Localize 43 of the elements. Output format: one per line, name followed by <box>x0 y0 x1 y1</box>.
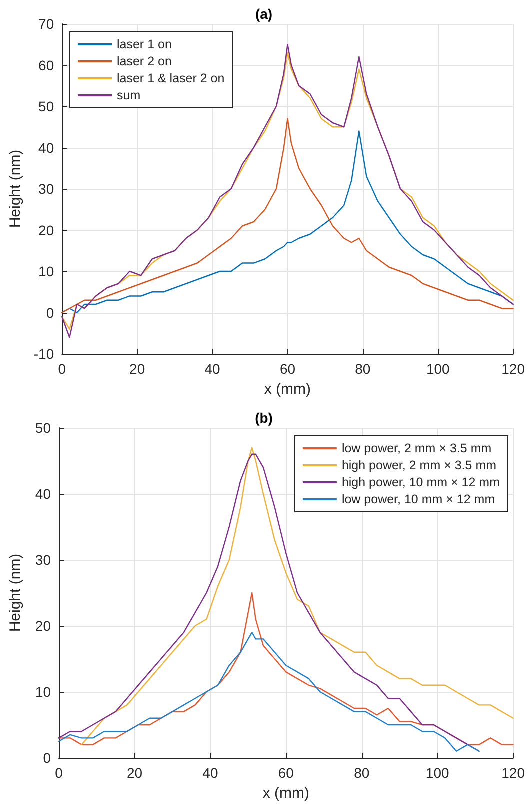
y-axis-title: Height (nm) <box>7 554 24 632</box>
y-tick-label: -10 <box>34 346 54 362</box>
legend-label: laser 1 on <box>117 38 172 52</box>
y-tick-label: 50 <box>35 420 52 436</box>
legend-label: high power, 10 mm × 12 mm <box>342 476 500 490</box>
legend-label: laser 2 on <box>117 54 172 68</box>
y-tick-label: 40 <box>38 140 54 156</box>
y-tick-label: 40 <box>35 486 52 502</box>
x-axis-title: x (mm) <box>262 785 310 802</box>
legend-label: low power, 2 mm × 3.5 mm <box>342 442 492 456</box>
y-tick-label: 60 <box>38 57 54 74</box>
x-tick-label: 0 <box>58 361 66 377</box>
y-tick-label: 10 <box>38 264 54 280</box>
y-tick-label: 20 <box>38 222 54 238</box>
line-series <box>58 632 480 752</box>
y-tick-label: 0 <box>43 750 52 766</box>
legend-label: high power, 2 mm × 3.5 mm <box>342 458 497 472</box>
x-tick-label: 60 <box>278 765 294 781</box>
x-tick-label: 100 <box>426 361 450 377</box>
y-tick-label: 0 <box>46 304 54 321</box>
legend-label: laser 1 & laser 2 on <box>117 72 225 86</box>
x-tick-label: 40 <box>204 361 221 377</box>
chart-title: (b) <box>255 410 273 426</box>
y-tick-label: 10 <box>35 684 52 700</box>
y-tick-label: 30 <box>38 181 54 197</box>
legend-label: low power, 10 mm × 12 mm <box>342 492 496 506</box>
y-tick-label: 50 <box>38 98 54 114</box>
legend-label: sum <box>117 88 141 102</box>
y-tick-label: 70 <box>38 16 54 32</box>
chart-title: (a) <box>255 6 273 22</box>
x-axis-title: x (mm) <box>264 381 312 398</box>
x-tick-label: 80 <box>354 765 370 781</box>
x-tick-label: 20 <box>130 361 146 377</box>
y-axis-title: Height (nm) <box>7 150 24 228</box>
x-tick-label: 80 <box>355 361 371 377</box>
y-tick-label: 20 <box>35 618 52 634</box>
x-tick-label: 60 <box>280 361 296 377</box>
x-tick-label: 40 <box>202 765 218 781</box>
x-tick-label: 120 <box>502 361 526 377</box>
x-tick-label: 120 <box>502 765 526 781</box>
x-tick-label: 20 <box>126 765 143 781</box>
x-tick-label: 100 <box>426 765 450 781</box>
y-tick-label: 30 <box>35 552 52 568</box>
